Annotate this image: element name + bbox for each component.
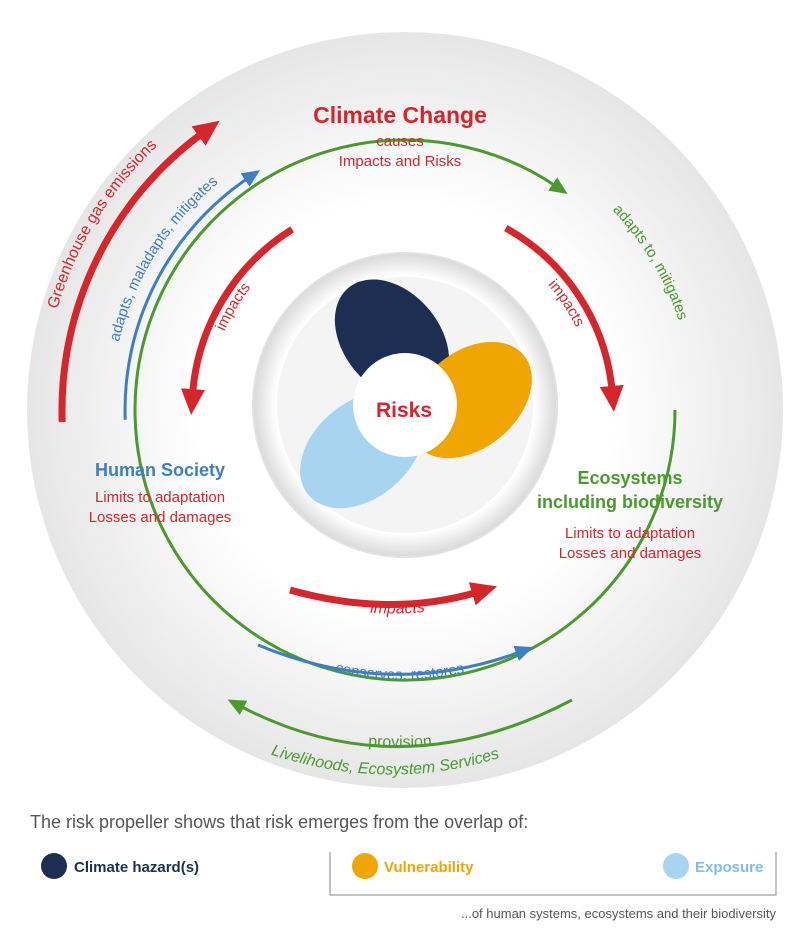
center-label: Risks — [376, 399, 432, 422]
node-title: including biodiversity — [537, 492, 723, 512]
legend-label: Exposure — [695, 859, 763, 876]
arrow — [289, 582, 498, 608]
legend-swatch — [41, 853, 67, 879]
arrow-label-path: impacts — [370, 599, 426, 618]
legend-label: Climate hazard(s) — [74, 859, 199, 876]
node-text: Losses and damages — [559, 545, 702, 562]
risk-overlap — [353, 353, 457, 457]
caption: The risk propeller shows that risk emerg… — [30, 812, 528, 832]
legend-note: ...of human systems, ecosystems and thei… — [461, 906, 777, 921]
propeller — [300, 279, 532, 509]
legend-label: Vulnerability — [384, 859, 474, 876]
node-title: Ecosystems — [577, 468, 682, 488]
bracket — [329, 852, 777, 896]
node-text: Limits to adaptation — [95, 489, 225, 506]
arrow-label: impacts — [370, 599, 426, 618]
legend-swatch — [663, 853, 689, 879]
arrow — [180, 226, 294, 416]
arrow — [58, 120, 220, 423]
arrow — [133, 138, 677, 682]
arrow-label-path: provision — [368, 733, 432, 751]
arrow — [257, 643, 534, 676]
node-text: Losses and damages — [89, 509, 232, 526]
arrow — [504, 225, 624, 412]
node-text: causes — [376, 133, 424, 150]
node-text: Impacts and Risks — [339, 153, 462, 170]
arrow — [227, 698, 573, 749]
arrows — [58, 120, 677, 749]
legend-swatch — [352, 853, 378, 879]
arrow-label: provision — [368, 733, 432, 751]
node-title: Human Society — [95, 460, 225, 480]
node-title: Climate Change — [313, 102, 487, 128]
node-text: Limits to adaptation — [565, 525, 695, 542]
arrow — [123, 170, 261, 420]
